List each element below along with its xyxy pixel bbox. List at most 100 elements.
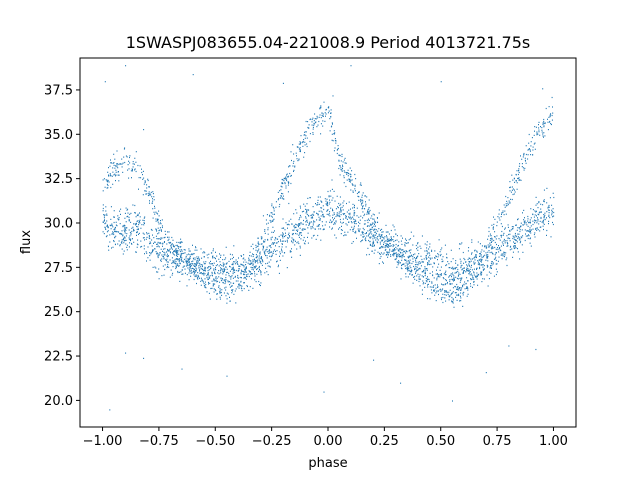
data-point [153,211,155,213]
data-point [390,239,391,241]
data-point [124,217,126,219]
data-point [490,238,492,240]
data-point [264,253,266,255]
data-point [362,211,364,213]
data-point [412,258,414,260]
data-point [328,214,330,216]
data-point [494,236,496,238]
data-point [537,133,539,135]
data-point [280,189,282,191]
data-point [218,286,220,288]
data-point [534,219,536,221]
data-point [243,257,245,259]
data-point [552,223,554,226]
data-point [200,272,202,274]
data-point [438,254,440,256]
data-point [482,278,484,280]
data-point [380,255,382,258]
data-point [190,263,192,265]
data-point [536,131,538,133]
data-point [346,173,348,175]
data-point [322,214,323,216]
data-point [449,279,451,281]
data-point [220,277,222,279]
data-point [522,167,524,169]
data-point [144,181,146,183]
data-point [305,212,307,214]
data-point [238,287,240,289]
data-point [317,204,319,206]
data-point [107,180,109,182]
data-point [422,270,424,273]
data-point [452,298,454,300]
data-point [304,205,306,207]
data-point [244,276,246,278]
data-point [417,269,419,271]
data-point [160,229,162,231]
data-point [317,234,319,237]
data-point [451,276,452,278]
data-point [272,213,274,215]
data-point [112,162,114,164]
data-point [131,168,133,170]
data-point [250,278,252,280]
data-point [293,153,295,155]
data-point [241,290,243,292]
data-point [522,224,524,226]
data-point [470,273,472,275]
data-point [514,242,516,244]
data-point [227,281,229,283]
data-point [309,221,311,223]
data-point [213,291,215,293]
data-point [180,242,182,244]
data-point [103,214,105,216]
data-point [187,258,189,260]
data-point [181,257,183,259]
data-point [460,277,462,279]
outlier-point [125,65,127,67]
data-point [395,254,397,256]
data-point [178,258,180,260]
data-point [434,250,436,252]
data-point [524,167,526,169]
data-point [111,223,113,225]
data-point [203,285,205,287]
data-point [441,289,443,291]
data-point [251,267,253,269]
data-point [188,258,190,260]
data-point [118,218,120,221]
data-point [409,249,411,251]
data-point [189,258,191,260]
data-point [511,198,513,201]
data-point [177,271,179,274]
data-point [318,116,320,118]
data-point [180,256,182,258]
data-point [379,243,381,245]
data-point [218,276,220,278]
data-point [310,228,312,230]
data-point [509,202,511,204]
data-point [136,222,137,224]
data-point [530,154,532,156]
data-point [307,236,308,238]
data-point [503,253,505,255]
data-point [129,235,131,237]
data-point [515,247,517,249]
data-point [435,255,437,257]
data-point [164,252,166,254]
data-point [312,227,314,229]
data-point [121,230,123,232]
data-point [244,270,246,272]
data-point [452,272,454,274]
data-point [269,252,271,254]
data-point [469,274,471,276]
data-point [516,170,518,172]
data-point [514,232,516,235]
data-point [299,254,301,256]
data-point [452,291,454,293]
data-point [388,240,390,242]
data-point [535,228,536,230]
data-point [149,200,150,202]
data-point [341,222,343,224]
data-point [269,250,271,252]
